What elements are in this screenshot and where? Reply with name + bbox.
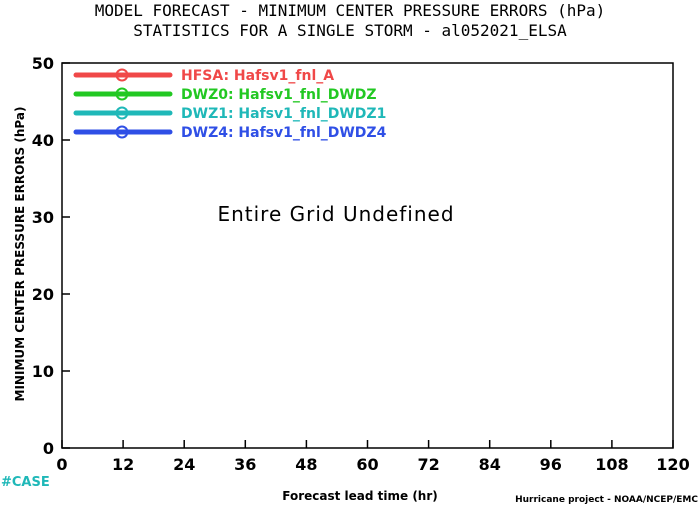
legend-item: DWZ1: Hafsv1_fnl_DWDZ1 xyxy=(73,106,386,122)
y-axis-label: MINIMUM CENTER PRESSURE ERRORS (hPa) xyxy=(13,107,27,402)
legend-label: DWZ0: Hafsv1_fnl_DWDZ xyxy=(181,87,377,103)
legend: HFSA: Hafsv1_fnl_A DWZ0: Hafsv1_fnl_DWDZ D… xyxy=(73,68,387,141)
x-tick-label: 0 xyxy=(56,455,67,474)
x-tick-label: 36 xyxy=(234,455,256,474)
chart-subtitle: STATISTICS FOR A SINGLE STORM - al052021… xyxy=(133,21,567,40)
legend-label: DWZ1: Hafsv1_fnl_DWDZ1 xyxy=(181,106,386,122)
legend-item: HFSA: Hafsv1_fnl_A xyxy=(73,68,334,84)
undefined-message: Entire Grid Undefined xyxy=(217,202,454,226)
x-tick-label: 12 xyxy=(112,455,134,474)
footer-credit: Hurricane project - NOAA/NCEP/EMC xyxy=(515,495,698,505)
y-tick-label: 50 xyxy=(32,54,54,73)
x-tick-label: 72 xyxy=(417,455,439,474)
y-tick-label: 40 xyxy=(32,131,54,150)
legend-marker xyxy=(115,68,129,82)
x-tick-label: 48 xyxy=(295,455,317,474)
y-tick-label: 20 xyxy=(32,285,54,304)
legend-marker xyxy=(115,106,129,120)
legend-marker xyxy=(115,87,129,101)
x-tick-label: 108 xyxy=(595,455,628,474)
legend-label: DWZ4: Hafsv1_fnl_DWDZ4 xyxy=(181,125,387,141)
axes: 0 12 24 36 48 60 72 84 96 108 120 0 10 20 30 40 50 xyxy=(32,54,690,474)
x-tick-label: 120 xyxy=(656,455,689,474)
legend-marker xyxy=(115,125,129,139)
y-tick-label: 0 xyxy=(43,439,54,458)
legend-item: DWZ4: Hafsv1_fnl_DWDZ4 xyxy=(73,125,387,141)
y-tick-label: 30 xyxy=(32,208,54,227)
x-tick-label: 96 xyxy=(540,455,562,474)
case-label: #CASE xyxy=(1,475,50,490)
x-tick-label: 24 xyxy=(173,455,195,474)
y-tick-label: 10 xyxy=(32,362,54,381)
x-axis-label: Forecast lead time (hr) xyxy=(282,489,438,503)
legend-item: DWZ0: Hafsv1_fnl_DWDZ xyxy=(73,87,377,103)
legend-label: HFSA: Hafsv1_fnl_A xyxy=(181,68,334,84)
x-tick-label: 84 xyxy=(479,455,501,474)
x-tick-label: 60 xyxy=(356,455,378,474)
chart-title: MODEL FORECAST - MINIMUM CENTER PRESSURE… xyxy=(95,1,606,20)
